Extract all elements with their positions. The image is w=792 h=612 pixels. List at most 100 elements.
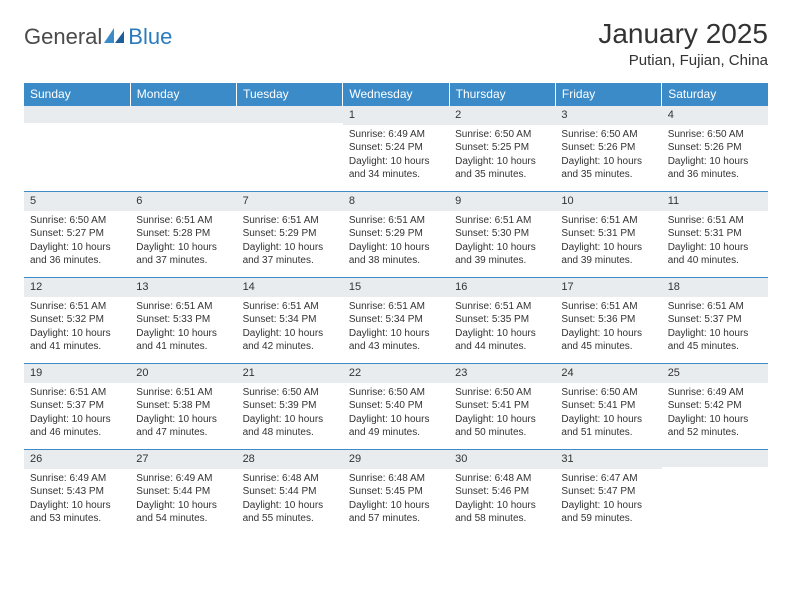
sunrise-text: Sunrise: 6:49 AM bbox=[30, 472, 124, 486]
sunrise-text: Sunrise: 6:50 AM bbox=[455, 386, 549, 400]
day-number: 15 bbox=[343, 278, 449, 297]
day-number: 14 bbox=[237, 278, 343, 297]
calendar-day: 4Sunrise: 6:50 AMSunset: 5:26 PMDaylight… bbox=[662, 106, 768, 192]
calendar-body: 1Sunrise: 6:49 AMSunset: 5:24 PMDaylight… bbox=[24, 106, 768, 536]
sunrise-text: Sunrise: 6:51 AM bbox=[30, 386, 124, 400]
daylight-text: Daylight: 10 hours and 46 minutes. bbox=[30, 413, 124, 440]
day-body: Sunrise: 6:51 AMSunset: 5:32 PMDaylight:… bbox=[24, 297, 130, 358]
calendar-day: 12Sunrise: 6:51 AMSunset: 5:32 PMDayligh… bbox=[24, 278, 130, 364]
sunset-text: Sunset: 5:26 PM bbox=[668, 141, 762, 155]
day-body: Sunrise: 6:51 AMSunset: 5:29 PMDaylight:… bbox=[343, 211, 449, 272]
sunset-text: Sunset: 5:34 PM bbox=[349, 313, 443, 327]
sunset-text: Sunset: 5:41 PM bbox=[455, 399, 549, 413]
sunrise-text: Sunrise: 6:50 AM bbox=[561, 128, 655, 142]
day-body: Sunrise: 6:51 AMSunset: 5:31 PMDaylight:… bbox=[662, 211, 768, 272]
day-number: 22 bbox=[343, 364, 449, 383]
title-block: January 2025 Putian, Fujian, China bbox=[598, 18, 768, 69]
day-number: 5 bbox=[24, 192, 130, 211]
calendar-day: 2Sunrise: 6:50 AMSunset: 5:25 PMDaylight… bbox=[449, 106, 555, 192]
day-body: Sunrise: 6:51 AMSunset: 5:34 PMDaylight:… bbox=[343, 297, 449, 358]
calendar-week: 19Sunrise: 6:51 AMSunset: 5:37 PMDayligh… bbox=[24, 364, 768, 450]
day-number: 7 bbox=[237, 192, 343, 211]
sunrise-text: Sunrise: 6:51 AM bbox=[455, 300, 549, 314]
day-body: Sunrise: 6:51 AMSunset: 5:38 PMDaylight:… bbox=[130, 383, 236, 444]
calendar-head: SundayMondayTuesdayWednesdayThursdayFrid… bbox=[24, 83, 768, 106]
sunrise-text: Sunrise: 6:49 AM bbox=[349, 128, 443, 142]
calendar-day: 6Sunrise: 6:51 AMSunset: 5:28 PMDaylight… bbox=[130, 192, 236, 278]
sunrise-text: Sunrise: 6:51 AM bbox=[349, 214, 443, 228]
sunrise-text: Sunrise: 6:51 AM bbox=[243, 300, 337, 314]
day-number: 12 bbox=[24, 278, 130, 297]
calendar-day: 21Sunrise: 6:50 AMSunset: 5:39 PMDayligh… bbox=[237, 364, 343, 450]
daylight-text: Daylight: 10 hours and 41 minutes. bbox=[136, 327, 230, 354]
calendar-day: 20Sunrise: 6:51 AMSunset: 5:38 PMDayligh… bbox=[130, 364, 236, 450]
daylight-text: Daylight: 10 hours and 52 minutes. bbox=[668, 413, 762, 440]
day-number: 31 bbox=[555, 450, 661, 469]
calendar-day bbox=[24, 106, 130, 192]
weekday-header: Sunday bbox=[24, 83, 130, 106]
day-number: 10 bbox=[555, 192, 661, 211]
sunset-text: Sunset: 5:26 PM bbox=[561, 141, 655, 155]
sunset-text: Sunset: 5:29 PM bbox=[349, 227, 443, 241]
day-body: Sunrise: 6:50 AMSunset: 5:40 PMDaylight:… bbox=[343, 383, 449, 444]
calendar-day: 18Sunrise: 6:51 AMSunset: 5:37 PMDayligh… bbox=[662, 278, 768, 364]
sunset-text: Sunset: 5:37 PM bbox=[668, 313, 762, 327]
calendar-day: 3Sunrise: 6:50 AMSunset: 5:26 PMDaylight… bbox=[555, 106, 661, 192]
day-body: Sunrise: 6:51 AMSunset: 5:30 PMDaylight:… bbox=[449, 211, 555, 272]
calendar-day: 15Sunrise: 6:51 AMSunset: 5:34 PMDayligh… bbox=[343, 278, 449, 364]
calendar-day: 9Sunrise: 6:51 AMSunset: 5:30 PMDaylight… bbox=[449, 192, 555, 278]
day-body: Sunrise: 6:51 AMSunset: 5:37 PMDaylight:… bbox=[24, 383, 130, 444]
day-body: Sunrise: 6:51 AMSunset: 5:37 PMDaylight:… bbox=[662, 297, 768, 358]
sunset-text: Sunset: 5:24 PM bbox=[349, 141, 443, 155]
sunset-text: Sunset: 5:47 PM bbox=[561, 485, 655, 499]
sunset-text: Sunset: 5:37 PM bbox=[30, 399, 124, 413]
day-body: Sunrise: 6:50 AMSunset: 5:26 PMDaylight:… bbox=[555, 125, 661, 186]
sunset-text: Sunset: 5:31 PM bbox=[668, 227, 762, 241]
sunset-text: Sunset: 5:36 PM bbox=[561, 313, 655, 327]
day-number: 26 bbox=[24, 450, 130, 469]
sunrise-text: Sunrise: 6:47 AM bbox=[561, 472, 655, 486]
month-title: January 2025 bbox=[598, 18, 768, 50]
sunrise-text: Sunrise: 6:50 AM bbox=[668, 128, 762, 142]
daylight-text: Daylight: 10 hours and 49 minutes. bbox=[349, 413, 443, 440]
sunrise-text: Sunrise: 6:48 AM bbox=[349, 472, 443, 486]
sunset-text: Sunset: 5:31 PM bbox=[561, 227, 655, 241]
calendar-day: 28Sunrise: 6:48 AMSunset: 5:44 PMDayligh… bbox=[237, 450, 343, 536]
sunrise-text: Sunrise: 6:50 AM bbox=[455, 128, 549, 142]
sunrise-text: Sunrise: 6:51 AM bbox=[668, 300, 762, 314]
sunrise-text: Sunrise: 6:50 AM bbox=[243, 386, 337, 400]
day-body: Sunrise: 6:49 AMSunset: 5:43 PMDaylight:… bbox=[24, 469, 130, 530]
day-number bbox=[24, 106, 130, 123]
sunrise-text: Sunrise: 6:51 AM bbox=[136, 386, 230, 400]
calendar-day: 1Sunrise: 6:49 AMSunset: 5:24 PMDaylight… bbox=[343, 106, 449, 192]
day-number: 28 bbox=[237, 450, 343, 469]
daylight-text: Daylight: 10 hours and 54 minutes. bbox=[136, 499, 230, 526]
daylight-text: Daylight: 10 hours and 43 minutes. bbox=[349, 327, 443, 354]
day-body: Sunrise: 6:51 AMSunset: 5:28 PMDaylight:… bbox=[130, 211, 236, 272]
location-label: Putian, Fujian, China bbox=[598, 52, 768, 69]
day-number: 11 bbox=[662, 192, 768, 211]
sunset-text: Sunset: 5:42 PM bbox=[668, 399, 762, 413]
day-number: 2 bbox=[449, 106, 555, 125]
weekday-header: Friday bbox=[555, 83, 661, 106]
day-body: Sunrise: 6:48 AMSunset: 5:44 PMDaylight:… bbox=[237, 469, 343, 530]
brand-part2: Blue bbox=[128, 24, 172, 50]
day-body: Sunrise: 6:49 AMSunset: 5:44 PMDaylight:… bbox=[130, 469, 236, 530]
weekday-header: Monday bbox=[130, 83, 236, 106]
daylight-text: Daylight: 10 hours and 35 minutes. bbox=[561, 155, 655, 182]
sunset-text: Sunset: 5:29 PM bbox=[243, 227, 337, 241]
sunrise-text: Sunrise: 6:50 AM bbox=[349, 386, 443, 400]
calendar-day: 22Sunrise: 6:50 AMSunset: 5:40 PMDayligh… bbox=[343, 364, 449, 450]
calendar-day: 5Sunrise: 6:50 AMSunset: 5:27 PMDaylight… bbox=[24, 192, 130, 278]
day-number: 3 bbox=[555, 106, 661, 125]
sunset-text: Sunset: 5:44 PM bbox=[136, 485, 230, 499]
day-number bbox=[130, 106, 236, 123]
sunrise-text: Sunrise: 6:48 AM bbox=[455, 472, 549, 486]
day-body: Sunrise: 6:50 AMSunset: 5:39 PMDaylight:… bbox=[237, 383, 343, 444]
daylight-text: Daylight: 10 hours and 50 minutes. bbox=[455, 413, 549, 440]
sunrise-text: Sunrise: 6:51 AM bbox=[561, 214, 655, 228]
daylight-text: Daylight: 10 hours and 45 minutes. bbox=[561, 327, 655, 354]
weekday-header: Wednesday bbox=[343, 83, 449, 106]
day-number: 4 bbox=[662, 106, 768, 125]
daylight-text: Daylight: 10 hours and 41 minutes. bbox=[30, 327, 124, 354]
